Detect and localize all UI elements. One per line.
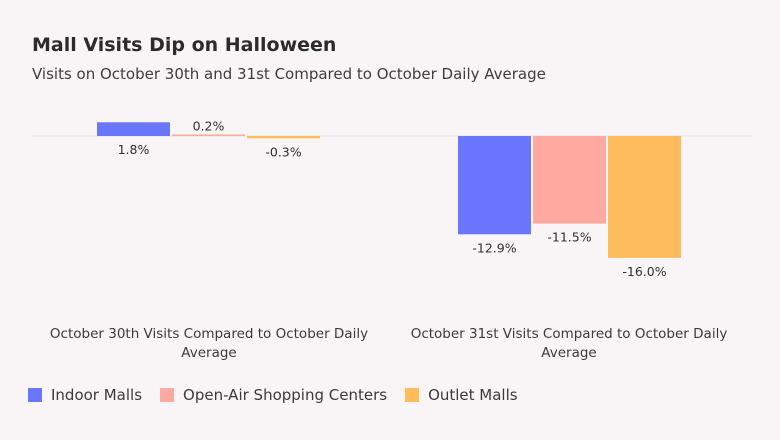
chart-title: Mall Visits Dip on Halloween <box>32 34 337 56</box>
legend-item-open-air: Open-Air Shopping Centers <box>160 386 387 404</box>
legend-swatch-outlet-malls <box>405 388 420 402</box>
legend-item-indoor-malls: Indoor Malls <box>28 386 142 404</box>
bar-label-outlet-malls-group-1: -0.3% <box>265 144 301 159</box>
legend-label-outlet-malls: Outlet Malls <box>428 386 518 404</box>
bar-label-indoor-malls-group-2: -12.9% <box>472 240 516 255</box>
bar-outlet-malls-group-2 <box>608 136 681 258</box>
bar-indoor-malls-group-1 <box>97 122 170 136</box>
bar-indoor-malls-group-2 <box>458 136 531 235</box>
bar-outlet-malls-group-1 <box>247 136 320 139</box>
legend-swatch-open-air <box>160 388 175 402</box>
bar-open-air-shopping-centers-group-1 <box>172 134 245 136</box>
bar-label-outlet-malls-group-2: -16.0% <box>622 264 666 279</box>
bar-label-indoor-malls-group-1: 1.8% <box>118 142 150 157</box>
bar-label-open-air-shopping-centers-group-2: -11.5% <box>547 230 591 245</box>
legend-swatch-indoor-malls <box>28 388 42 402</box>
legend-item-outlet-malls: Outlet Malls <box>405 386 518 404</box>
legend: Indoor Malls Open-Air Shopping Centers O… <box>28 386 536 404</box>
category-label-oct-31: October 31st Visits Compared to October … <box>410 326 728 361</box>
category-label-oct-30: October 30th Visits Compared to October … <box>49 326 369 361</box>
bar-open-air-shopping-centers-group-2 <box>533 136 606 224</box>
legend-label-open-air: Open-Air Shopping Centers <box>183 386 388 404</box>
chart-subtitle: Visits on October 30th and 31st Compared… <box>32 65 546 83</box>
bar-label-open-air-shopping-centers-group-1: 0.2% <box>193 118 225 133</box>
legend-label-indoor-malls: Indoor Malls <box>51 386 143 404</box>
